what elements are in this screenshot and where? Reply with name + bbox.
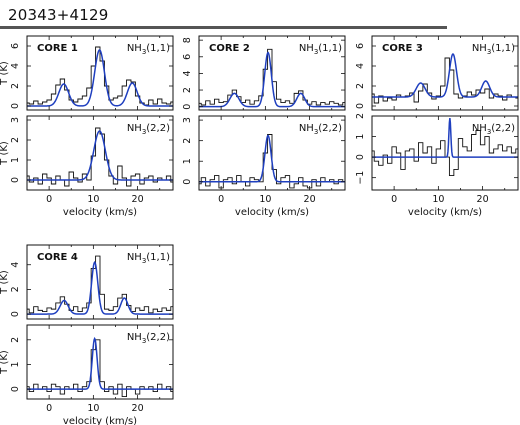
- x-tick-label: 10: [259, 194, 271, 205]
- transition-label: NH3(1,1): [472, 43, 515, 56]
- spectrum-panel: 0 2 4T (K) CORE 4 NH3(1,1): [0, 244, 174, 320]
- transition-label: NH3(1,1): [127, 252, 170, 265]
- y-tick-label: 6: [10, 43, 21, 49]
- x-tick-label: 0: [46, 194, 52, 205]
- core-label: CORE 4: [37, 252, 78, 263]
- x-axis-label: velocity (km/s): [63, 416, 137, 425]
- spectrum-panel: 0 1 2 3 0 10 20 velocity (km/s) T (K) NH3(2,2): [0, 115, 174, 218]
- y-tick-label: 2: [182, 87, 193, 93]
- observed-spectrum-line: [27, 127, 173, 187]
- title-divider: [0, 26, 447, 29]
- panel-frame: [198, 115, 346, 191]
- x-axis-label: velocity (km/s): [63, 207, 137, 218]
- x-axis-label: velocity (km/s): [235, 207, 309, 218]
- model-fit-line: [27, 130, 173, 181]
- panel-frame: [26, 244, 174, 320]
- core-label: CORE 1: [37, 43, 78, 54]
- model-fit-line: [372, 117, 518, 158]
- observed-spectrum-line: [372, 129, 518, 177]
- x-tick-label: 20: [132, 403, 144, 414]
- observed-spectrum-line: [27, 255, 173, 314]
- model-fit-line: [27, 49, 173, 107]
- y-tick-label: 0: [10, 311, 21, 317]
- observed-spectrum-line: [199, 134, 345, 189]
- y-tick-label: 3: [10, 117, 21, 123]
- x-tick-label: 0: [391, 194, 397, 205]
- y-tick-label: −1: [355, 171, 366, 185]
- x-tick-label: 0: [218, 194, 224, 205]
- spectrum-panel: 0 2 4 6 CORE 3 NH3(1,1): [355, 35, 519, 111]
- y-axis-label: T (K): [0, 350, 10, 375]
- y-tick-label: 6: [182, 54, 193, 60]
- spectrum-panel: 0 2 4 6 8 CORE 2 NH3(1,1): [182, 35, 346, 111]
- x-tick-label: 10: [87, 194, 99, 205]
- core-label: CORE 2: [209, 43, 250, 54]
- y-tick-label: 0: [10, 386, 21, 392]
- panel-frame: [26, 35, 174, 111]
- y-tick-label: 1: [355, 134, 366, 140]
- x-axis-label: velocity (km/s): [408, 207, 482, 218]
- transition-label: NH3(2,2): [299, 123, 342, 136]
- y-axis-label: T (K): [0, 270, 10, 295]
- spectrum-panel: 0 2 4 6 T (K) CORE 1 NH3(1,1): [0, 35, 174, 111]
- spectrum-panel: 0 1 2 3 0 10 20 velocity (km/s) NH3(2,2): [182, 115, 346, 218]
- model-fit-line: [199, 134, 345, 183]
- y-tick-label: 4: [355, 63, 366, 69]
- y-tick-label: 8: [182, 37, 193, 43]
- x-tick-label: 0: [46, 403, 52, 414]
- transition-label: NH3(2,2): [472, 123, 515, 136]
- x-tick-label: 10: [432, 194, 444, 205]
- model-fit-line: [27, 336, 173, 390]
- y-tick-label: 2: [10, 286, 21, 292]
- panel-frame: [198, 35, 346, 111]
- y-tick-label: 2: [355, 113, 366, 119]
- y-tick-label: 0: [182, 179, 193, 185]
- y-tick-label: 2: [182, 138, 193, 144]
- model-fit-line: [199, 51, 345, 108]
- y-tick-label: 0: [10, 177, 21, 183]
- transition-label: NH3(1,1): [299, 43, 342, 56]
- y-tick-label: 2: [10, 137, 21, 143]
- y-tick-label: 2: [10, 337, 21, 343]
- x-tick-label: 20: [304, 194, 316, 205]
- panel-frame: [371, 35, 519, 111]
- y-tick-label: 1: [10, 361, 21, 367]
- panel-frame: [371, 115, 519, 191]
- transition-label: NH3(2,2): [127, 123, 170, 136]
- y-axis-label: T (K): [0, 61, 10, 86]
- y-tick-label: 0: [355, 154, 366, 160]
- panel-frame: [26, 115, 174, 191]
- observed-spectrum-line: [27, 339, 173, 397]
- transition-label: NH3(2,2): [127, 332, 170, 345]
- page-title: 20343+4129: [8, 6, 109, 24]
- model-fit-line: [372, 53, 518, 98]
- y-tick-label: 3: [182, 117, 193, 123]
- y-axis-label: T (K): [0, 141, 10, 166]
- y-tick-label: 0: [10, 103, 21, 109]
- x-tick-label: 20: [132, 194, 144, 205]
- core-label: CORE 3: [382, 43, 423, 54]
- x-tick-label: 20: [477, 194, 489, 205]
- transition-label: NH3(1,1): [127, 43, 170, 56]
- y-tick-label: 4: [182, 70, 193, 76]
- observed-spectrum-line: [199, 48, 345, 106]
- y-tick-label: 4: [10, 262, 21, 268]
- y-tick-label: 1: [182, 158, 193, 164]
- y-tick-label: 2: [355, 83, 366, 89]
- y-tick-label: 2: [10, 83, 21, 89]
- y-tick-label: 0: [355, 103, 366, 109]
- y-tick-label: 1: [10, 157, 21, 163]
- x-tick-label: 10: [87, 403, 99, 414]
- model-fit-line: [27, 261, 173, 315]
- y-tick-label: 0: [182, 104, 193, 110]
- observed-spectrum-line: [27, 46, 173, 106]
- y-tick-label: 4: [10, 63, 21, 69]
- y-tick-label: 6: [355, 43, 366, 49]
- panel-frame: [26, 324, 174, 400]
